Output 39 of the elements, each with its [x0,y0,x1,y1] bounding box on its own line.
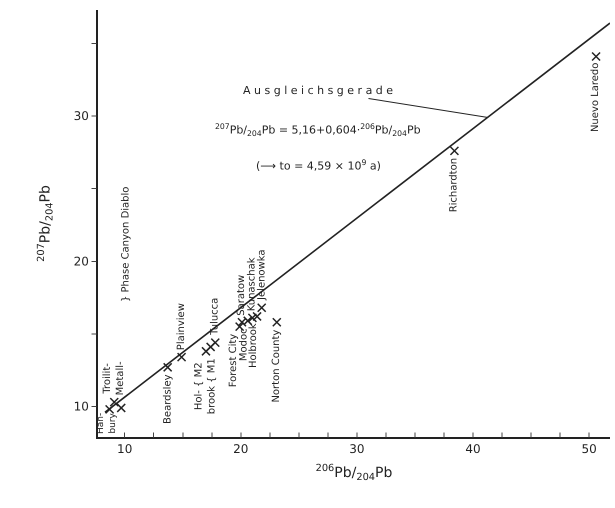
point [252,312,262,322]
annotation: Nuevo Laredo [590,62,602,132]
annotation: A u s g l e i c h s g e r a d e [243,84,394,97]
annotation: Modoc [238,328,250,362]
point [206,342,216,352]
point [210,338,220,348]
point [450,146,460,156]
point [176,352,186,362]
annotation: Plainview [176,303,187,350]
annotation: } Phase Canyon Diablo [120,186,132,302]
y-tick-label: 30 [74,109,89,124]
x-tick-label: 30 [349,442,365,456]
annotation: Jelenowka [256,250,268,301]
annotation: Troilit- Metall- [102,361,126,396]
point [272,318,282,328]
point [162,362,172,372]
annotation: (⟶ to = 4,59 × 10$^{9}$ a) [256,158,381,173]
annotation: Kunaschak [246,257,258,312]
point [116,403,126,413]
annotation: Forest City [228,334,240,388]
y-tick-label: 10 [74,400,89,414]
annotation: Saratow [236,274,248,316]
x-tick-label: 20 [233,442,248,456]
x-tick-label: 50 [581,442,597,456]
point [591,52,601,62]
annotation: Norton County [271,330,282,403]
x-tick-label: 40 [465,442,481,456]
point [256,302,266,312]
annotation: Beardsley [162,374,174,424]
x-axis-title: $^{206}$Pb/$_{204}$Pb [316,463,392,483]
point [248,313,258,323]
annotation: $^{207}$Pb/$_{204}$Pb = 5,16+0,604·$^{206}$Pb/$_{204}$Pb [215,122,421,138]
annotation: Richardton [448,158,460,212]
point [201,346,211,356]
point [110,397,119,407]
annotation: Hol- { M2 brook { M1 [194,358,218,414]
y-tick-label: 20 [74,254,89,268]
annotation: Holbrook [248,323,260,368]
x-tick-label: 10 [117,442,132,456]
